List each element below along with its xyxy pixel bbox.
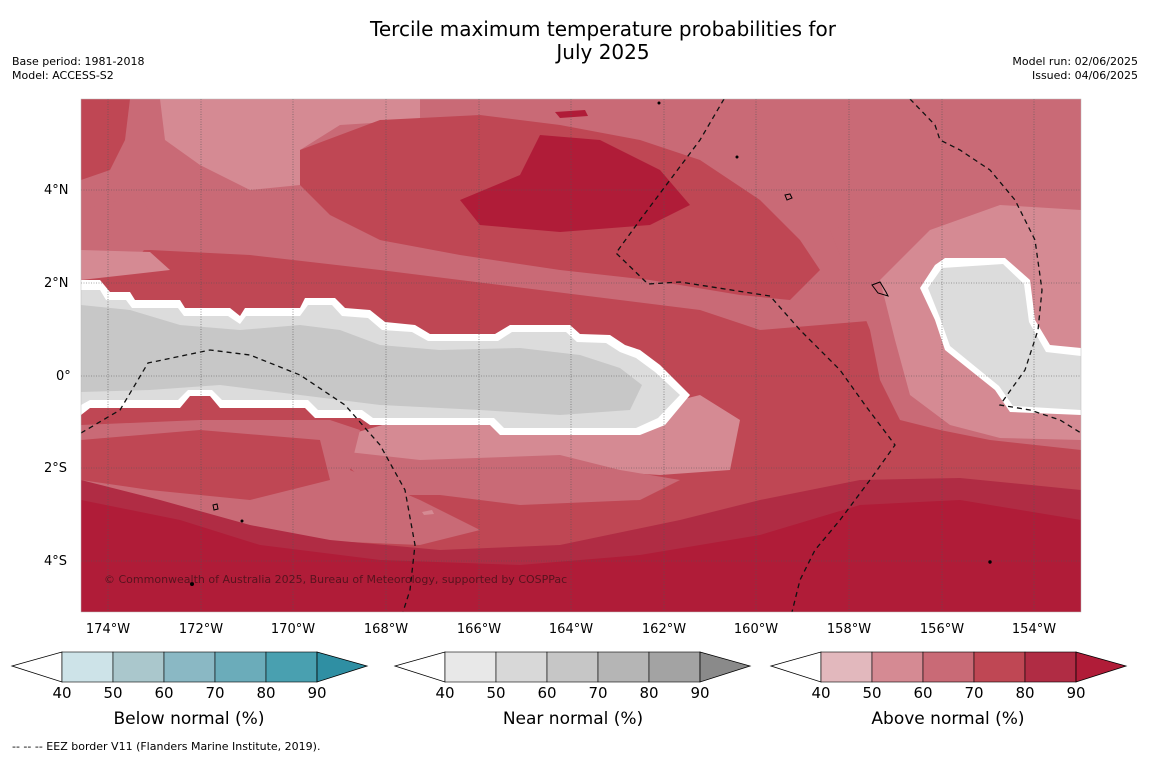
- lon-tick: 168°W: [363, 622, 409, 637]
- colorbars: [10, 651, 1128, 683]
- meta-left: Base period: 1981-2018 Model: ACCESS-S2: [12, 55, 144, 83]
- colorbar-swatch: [648, 651, 701, 683]
- colorbar-swatch: [214, 651, 267, 683]
- colorbar-tick-label: 80: [256, 684, 276, 702]
- colorbar-tick-label: 40: [52, 684, 72, 702]
- colorbar-swatch: [922, 651, 975, 683]
- colorbar-tick-label: 40: [811, 684, 831, 702]
- model-name: Model: ACCESS-S2: [12, 69, 114, 82]
- colorbar-swatch: [1024, 651, 1077, 683]
- lat-tick: 2°S: [44, 461, 68, 476]
- colorbar-extend-high: [1075, 651, 1128, 683]
- lon-tick: 160°W: [733, 622, 779, 637]
- islands: [190, 101, 992, 586]
- near-60-center: [81, 305, 642, 415]
- eez-borders: [81, 99, 1081, 612]
- near-50-right: [928, 264, 1081, 410]
- colorbar-extend-high: [316, 651, 369, 683]
- colorbar-tick-label: 80: [639, 684, 659, 702]
- colorbar-swatch: [112, 651, 165, 683]
- colorbar-tick-label: 80: [1015, 684, 1035, 702]
- lon-tick: 166°W: [456, 622, 502, 637]
- model-run: Model run: 02/06/2025: [1012, 55, 1138, 68]
- colorbar-swatch: [163, 651, 216, 683]
- map-field: [81, 99, 1081, 612]
- colorbar-swatch: [444, 651, 497, 683]
- colorbar-tick-label: 60: [154, 684, 174, 702]
- graticule: [81, 99, 1081, 612]
- colorbar-tick-label: 90: [1066, 684, 1086, 702]
- lat-tick: 2°N: [44, 276, 69, 291]
- above-60-small: [422, 510, 434, 515]
- near-normal-label: Near normal (%): [502, 709, 644, 729]
- lon-tick: 172°W: [178, 622, 224, 637]
- lon-tick: 158°W: [826, 622, 872, 637]
- colorbar-extend-high: [699, 651, 752, 683]
- title-line-2: July 2025: [556, 40, 650, 64]
- colorbar-tick-label: 70: [964, 684, 984, 702]
- colorbar-tick-label: 90: [690, 684, 710, 702]
- above-90-bottom: [81, 500, 1081, 612]
- above-70-left: [81, 195, 160, 258]
- colorbar-extend-low: [393, 651, 446, 683]
- above-60-left: [81, 250, 170, 280]
- copyright-credit: © Commonwealth of Australia 2025, Bureau…: [104, 573, 568, 586]
- above-80-corner: [81, 99, 130, 180]
- colorbar-tick-label: 90: [307, 684, 327, 702]
- chart-title: Tercile maximum temperature probabilitie…: [0, 18, 1150, 64]
- meta-right: Model run: 02/06/2025 Issued: 04/06/2025: [1012, 55, 1138, 83]
- colorbar-swatch: [265, 651, 318, 683]
- colorbar-swatch: [973, 651, 1026, 683]
- above-90-top: [460, 135, 690, 232]
- colorbar-tick-label: 50: [486, 684, 506, 702]
- colorbar-swatch: [495, 651, 548, 683]
- above-80-lower-left: [81, 430, 330, 500]
- map-frame: [80, 98, 1082, 613]
- colorbar-swatch: [820, 651, 873, 683]
- colorbar-tick-label: 50: [862, 684, 882, 702]
- issued-date: Issued: 04/06/2025: [1031, 69, 1138, 82]
- colorbar-swatch: [61, 651, 114, 683]
- lat-tick: 4°N: [44, 183, 69, 198]
- eez-footnote: -- -- -- EEZ border V11 (Flanders Marine…: [12, 740, 321, 753]
- colorbar-extend-low: [10, 651, 63, 683]
- title-line-1: Tercile maximum temperature probabilitie…: [370, 17, 836, 41]
- above-60-top-left: [160, 99, 420, 190]
- lon-tick: 154°W: [1011, 622, 1057, 637]
- above-normal-label: Above normal (%): [871, 709, 1025, 729]
- colorbar-tick-label: 60: [913, 684, 933, 702]
- lon-tick: 174°W: [85, 622, 131, 637]
- colorbar-tick-label: 40: [435, 684, 455, 702]
- lon-tick: 162°W: [641, 622, 687, 637]
- colorbar-swatch: [597, 651, 650, 683]
- colorbar-tick-label: 70: [205, 684, 225, 702]
- lat-tick: 4°S: [44, 554, 68, 569]
- colorbar-tick-label: 60: [537, 684, 557, 702]
- lon-tick: 170°W: [270, 622, 316, 637]
- lon-tick: 164°W: [548, 622, 594, 637]
- colorbar-tick-label: 50: [103, 684, 123, 702]
- lat-tick: 0°: [56, 369, 71, 384]
- below-normal-label: Below normal (%): [113, 709, 265, 729]
- base-period: Base period: 1981-2018: [12, 55, 145, 68]
- colorbar-swatch: [871, 651, 924, 683]
- colorbar-extend-low: [769, 651, 822, 683]
- colorbar-swatch: [546, 651, 599, 683]
- colorbar-tick-label: 70: [588, 684, 608, 702]
- lon-tick: 156°W: [919, 622, 965, 637]
- above-70-lower-mid: [330, 450, 680, 505]
- above-90-small: [555, 110, 588, 118]
